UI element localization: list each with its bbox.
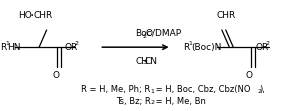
Text: ),: ), <box>260 85 266 94</box>
Text: 1: 1 <box>189 41 193 46</box>
Text: HN: HN <box>8 43 21 52</box>
Text: 1: 1 <box>5 41 9 46</box>
Text: OR: OR <box>256 43 269 52</box>
Text: 3: 3 <box>142 60 146 65</box>
Text: HO: HO <box>18 11 32 20</box>
Text: O: O <box>52 71 59 80</box>
Text: CHR: CHR <box>217 11 236 20</box>
Text: R: R <box>0 43 6 52</box>
Text: = H, Me, Bn: = H, Me, Bn <box>153 97 206 106</box>
Text: = H, Boc, Cbz, Cbz(NO: = H, Boc, Cbz, Cbz(NO <box>153 85 250 94</box>
Text: .: . <box>29 5 34 19</box>
Text: 2: 2 <box>258 89 262 94</box>
Text: O: O <box>246 71 253 80</box>
Text: R: R <box>184 43 190 52</box>
Text: R = H, Me, Ph; R: R = H, Me, Ph; R <box>81 85 150 94</box>
Text: CN: CN <box>144 57 157 66</box>
Text: 2: 2 <box>266 41 270 46</box>
Text: Boc: Boc <box>135 29 152 38</box>
Text: CHR: CHR <box>34 11 53 20</box>
Text: O/DMAP: O/DMAP <box>145 29 182 38</box>
Text: (Boc)N: (Boc)N <box>191 43 222 52</box>
Text: 1: 1 <box>150 89 154 94</box>
Text: OR: OR <box>64 43 78 52</box>
Text: 2: 2 <box>143 34 147 39</box>
Text: 2: 2 <box>150 100 154 105</box>
Text: 2: 2 <box>75 41 79 46</box>
Text: CH: CH <box>135 57 148 66</box>
Text: Ts, Bz; R: Ts, Bz; R <box>116 97 150 106</box>
